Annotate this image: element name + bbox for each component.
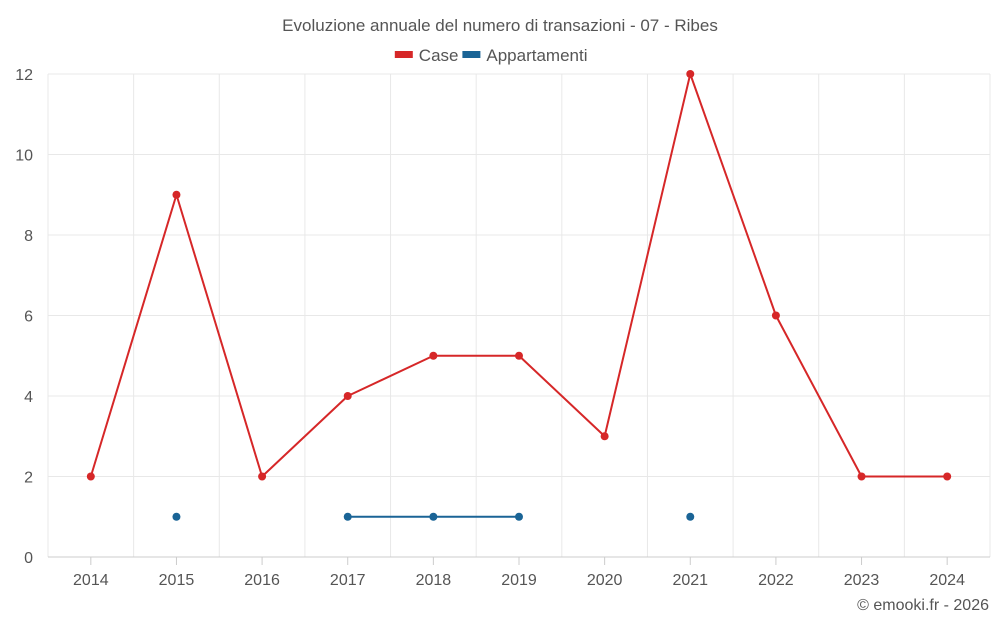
data-point xyxy=(943,472,952,481)
series-line-segment xyxy=(518,354,606,438)
x-tick-label: 2016 xyxy=(244,572,280,589)
series-line-segment xyxy=(261,395,349,478)
x-tick-label: 2023 xyxy=(844,572,880,589)
series-line-segment xyxy=(346,354,435,397)
x-tick-label: 2019 xyxy=(501,572,537,589)
data-point xyxy=(429,512,438,521)
data-point xyxy=(515,351,523,360)
x-tick-label: 2021 xyxy=(672,572,708,589)
legend-label: Appartamenti xyxy=(486,46,587,65)
data-point xyxy=(258,472,267,481)
series-2 xyxy=(172,512,695,521)
x-tick-label: 2017 xyxy=(330,572,366,589)
series-line-segment xyxy=(89,193,178,478)
x-tick-label: 2018 xyxy=(416,572,452,589)
y-tick-label: 8 xyxy=(24,228,33,245)
grid xyxy=(47,73,991,558)
data-point xyxy=(857,472,866,481)
data-point xyxy=(686,70,695,78)
data-point xyxy=(172,512,181,521)
axes: 0 2 4 6 8 10 12 2014 2015 2016 2017 2018 2019 2020 202… xyxy=(15,67,990,589)
data-point xyxy=(86,472,95,481)
legend-label: Case xyxy=(419,46,459,65)
data-point xyxy=(172,190,181,199)
legend-swatch xyxy=(394,51,413,58)
y-tick-label: 10 xyxy=(15,148,33,165)
series-line-segment xyxy=(175,193,264,478)
data-point xyxy=(771,311,780,320)
series-line-segment xyxy=(689,73,777,317)
x-tick-label: 2020 xyxy=(587,572,623,589)
series-1 xyxy=(86,70,952,481)
data-point xyxy=(343,392,352,400)
y-tick-label: 12 xyxy=(15,67,33,84)
series-line-segment xyxy=(774,314,863,478)
x-tick-label: 2014 xyxy=(73,572,109,589)
y-tick-label: 0 xyxy=(24,550,33,567)
data-point xyxy=(515,512,523,521)
credit-text: © emooki.fr - 2026 xyxy=(857,597,989,614)
data-point xyxy=(343,512,352,521)
x-tick-label: 2024 xyxy=(929,572,965,589)
y-tick-label: 4 xyxy=(24,389,33,406)
x-tick-label: 2015 xyxy=(159,572,195,589)
data-point xyxy=(686,512,695,521)
legend: Case Appartamenti xyxy=(394,46,588,65)
series-layer xyxy=(86,70,952,521)
series-line-segment xyxy=(603,73,692,438)
legend-swatch xyxy=(462,51,481,58)
data-point xyxy=(600,432,609,441)
y-tick-label: 6 xyxy=(24,309,33,326)
data-point xyxy=(429,351,438,360)
x-tick-label: 2022 xyxy=(758,572,794,589)
chart-title: Evoluzione annuale del numero di transaz… xyxy=(282,16,718,35)
y-tick-label: 2 xyxy=(24,470,33,487)
